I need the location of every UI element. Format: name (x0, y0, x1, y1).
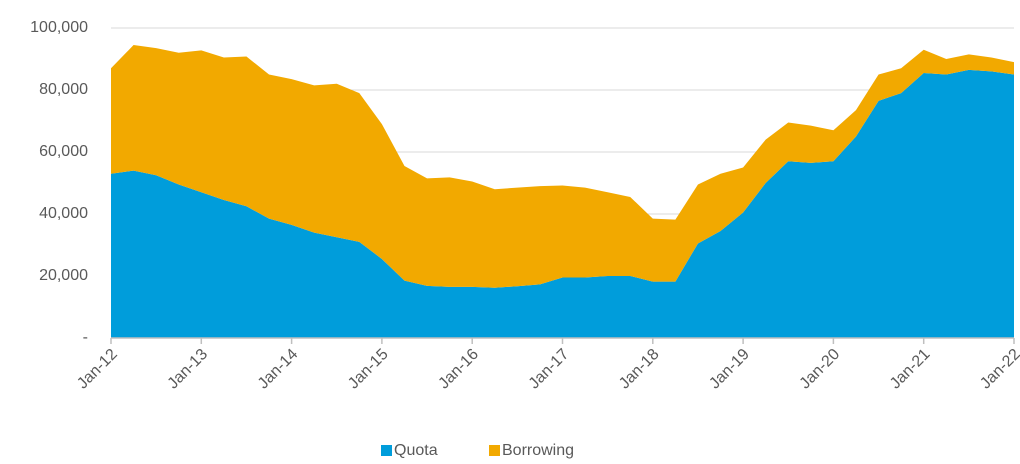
x-tick-label: Jan-12 (74, 346, 121, 393)
x-tick-label: Jan-20 (797, 346, 844, 393)
x-tick-label: Jan-17 (526, 346, 573, 393)
legend-label: Quota (394, 442, 438, 459)
area (111, 45, 1014, 288)
x-tick-label: Jan-13 (164, 346, 211, 393)
y-tick-label: 80,000 (39, 81, 88, 98)
y-tick-label: 100,000 (30, 19, 88, 36)
x-tick-label: Jan-16 (435, 346, 482, 393)
legend-label: Borrowing (502, 442, 574, 459)
y-tick-label: 60,000 (39, 143, 88, 160)
y-tick-label: 40,000 (39, 205, 88, 222)
x-tick-label: Jan-22 (977, 346, 1020, 393)
x-tick-label: Jan-18 (616, 346, 663, 393)
area (111, 69, 1014, 338)
legend-swatch (489, 445, 500, 456)
y-tick-label: - (83, 329, 88, 346)
x-tick-label: Jan-15 (345, 346, 392, 393)
legend: Quota Borrowing (381, 442, 574, 459)
x-tick-label: Jan-19 (706, 346, 753, 393)
x-tick-label: Jan-14 (255, 346, 302, 393)
x-tick-label: Jan-21 (887, 346, 934, 393)
legend-swatch (381, 445, 392, 456)
y-tick-label: 20,000 (39, 267, 88, 284)
